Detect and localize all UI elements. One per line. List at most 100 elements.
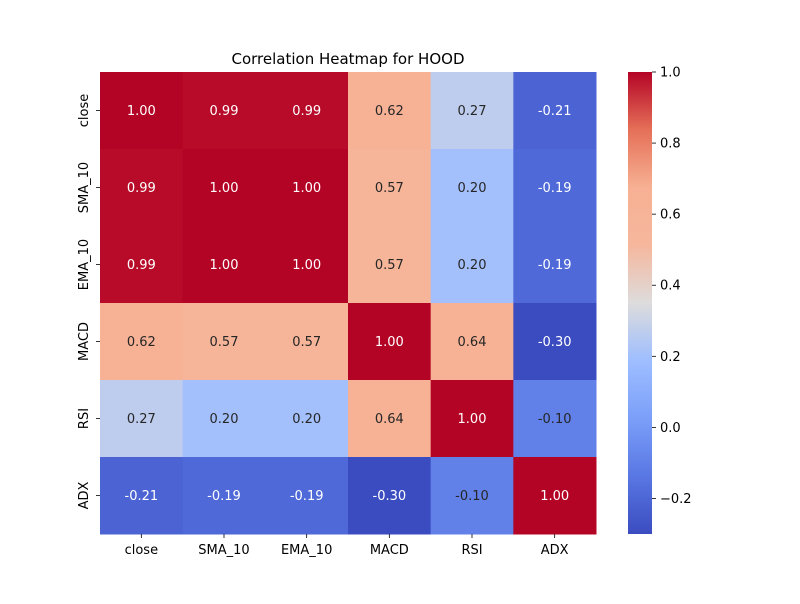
cell-annotation-1-4: 0.20 — [458, 181, 487, 196]
colorbar-tick-label-3: 0.4 — [660, 279, 681, 294]
heatmap-cell-2-4 — [430, 226, 514, 304]
heatmap-cell-0-3 — [348, 72, 432, 150]
y-tick-label-5: ADX — [77, 482, 92, 510]
heatmap-cell-1-2 — [265, 149, 349, 227]
y-tick-label-1: SMA_10 — [77, 162, 92, 213]
colorbar-tick-label-1: 0.0 — [660, 421, 681, 436]
cell-annotation-0-0: 1.00 — [127, 104, 156, 119]
heatmap-cell-1-5 — [513, 149, 597, 227]
cell-annotation-5-4: -0.10 — [455, 489, 489, 504]
cell-annotation-0-1: 0.99 — [210, 104, 239, 119]
heatmap-cell-3-4 — [430, 303, 514, 381]
cell-annotation-1-5: -0.19 — [538, 181, 572, 196]
cell-annotation-2-3: 0.57 — [375, 258, 404, 273]
y-tick-label-2: EMA_10 — [77, 239, 92, 290]
colorbar-ticks: −0.2 0.0 0.2 0.4 0.6 0.8 1.0 — [652, 66, 692, 507]
cell-annotations: 1.00 0.99 0.99 0.62 0.27 -0.21 0.99 1.00 1.00 0.5… — [125, 104, 572, 504]
x-tick-label-5: ADX — [541, 543, 569, 558]
heatmap-cell-1-0 — [100, 149, 184, 227]
heatmap-cell-1-1 — [182, 149, 266, 227]
cell-annotation-5-2: -0.19 — [290, 489, 324, 504]
heatmap-cell-0-5 — [513, 72, 597, 150]
heatmap-cell-3-3 — [348, 303, 432, 381]
cell-annotation-4-0: 0.27 — [127, 412, 156, 427]
cell-annotation-3-5: -0.30 — [538, 335, 572, 350]
heatmap-cell-2-0 — [100, 226, 184, 304]
heatmap-cell-5-0 — [100, 457, 184, 535]
cell-annotation-5-3: -0.30 — [373, 489, 407, 504]
cell-annotation-1-1: 1.00 — [210, 181, 239, 196]
colorbar-tick-label-0: −0.2 — [660, 492, 692, 507]
heatmap-cell-0-1 — [182, 72, 266, 150]
heatmap-cell-5-2 — [265, 457, 349, 535]
heatmap-cell-5-3 — [348, 457, 432, 535]
heatmap-cell-3-5 — [513, 303, 597, 381]
cell-annotation-1-3: 0.57 — [375, 181, 404, 196]
cell-annotation-2-4: 0.20 — [458, 258, 487, 273]
heatmap-cell-4-1 — [182, 380, 266, 458]
y-tick-label-4: RSI — [77, 408, 92, 429]
colorbar-tick-label-5: 0.8 — [660, 137, 681, 152]
cell-annotation-0-4: 0.27 — [458, 104, 487, 119]
cell-annotation-1-0: 0.99 — [127, 181, 156, 196]
x-tick-label-3: MACD — [370, 543, 409, 558]
cell-annotation-4-5: -0.10 — [538, 412, 572, 427]
cell-annotation-1-2: 1.00 — [292, 181, 321, 196]
heatmap-cell-0-4 — [430, 72, 514, 150]
x-axis: close SMA_10 EMA_10 MACD RSI ADX — [125, 534, 569, 558]
colorbar-tick-label-2: 0.2 — [660, 350, 681, 365]
cell-annotation-0-5: -0.21 — [538, 104, 572, 119]
heatmap-cell-4-5 — [513, 380, 597, 458]
cell-annotation-3-4: 0.64 — [458, 335, 487, 350]
cell-annotation-4-2: 0.20 — [292, 412, 321, 427]
colorbar — [628, 72, 652, 534]
heatmap-cell-2-2 — [265, 226, 349, 304]
cell-annotation-5-1: -0.19 — [207, 489, 241, 504]
heatmap-cell-4-4 — [430, 380, 514, 458]
cell-annotation-3-2: 0.57 — [292, 335, 321, 350]
x-tick-label-0: close — [125, 543, 158, 558]
cell-annotation-4-4: 1.00 — [458, 412, 487, 427]
y-tick-label-3: MACD — [77, 322, 92, 361]
cell-annotation-3-0: 0.62 — [127, 335, 156, 350]
x-tick-label-2: EMA_10 — [281, 543, 332, 558]
heatmap-cell-3-2 — [265, 303, 349, 381]
heatmap-cell-3-0 — [100, 303, 184, 381]
cell-annotation-4-3: 0.64 — [375, 412, 404, 427]
cell-annotation-5-0: -0.21 — [125, 489, 159, 504]
heatmap-cell-3-1 — [182, 303, 266, 381]
heatmap-cell-0-0 — [100, 72, 184, 150]
heatmap-cell-1-3 — [348, 149, 432, 227]
heatmap-cell-4-2 — [265, 380, 349, 458]
colorbar-tick-label-4: 0.6 — [660, 208, 681, 223]
heatmap-cell-2-5 — [513, 226, 597, 304]
heatmap-cell-0-2 — [265, 72, 349, 150]
cell-annotation-4-1: 0.20 — [210, 412, 239, 427]
heatmap-cells — [100, 72, 597, 535]
x-tick-label-4: RSI — [461, 543, 482, 558]
cell-annotation-0-2: 0.99 — [292, 104, 321, 119]
cell-annotation-0-3: 0.62 — [375, 104, 404, 119]
heatmap-cell-5-4 — [430, 457, 514, 535]
heatmap-cell-2-3 — [348, 226, 432, 304]
heatmap-cell-4-0 — [100, 380, 184, 458]
chart-title: Correlation Heatmap for HOOD — [232, 50, 465, 68]
y-tick-label-0: close — [77, 94, 92, 127]
cell-annotation-2-5: -0.19 — [538, 258, 572, 273]
x-tick-label-1: SMA_10 — [198, 543, 249, 558]
cell-annotation-2-1: 1.00 — [210, 258, 239, 273]
cell-annotation-3-3: 1.00 — [375, 335, 404, 350]
y-axis: close SMA_10 EMA_10 MACD RSI ADX — [77, 94, 100, 510]
cell-annotation-2-2: 1.00 — [292, 258, 321, 273]
colorbar-tick-label-6: 1.0 — [660, 66, 681, 81]
cell-annotation-2-0: 0.99 — [127, 258, 156, 273]
heatmap-cell-4-3 — [348, 380, 432, 458]
colorbar-gradient — [628, 72, 652, 534]
cell-annotation-5-5: 1.00 — [540, 489, 569, 504]
heatmap-cell-5-1 — [182, 457, 266, 535]
heatmap-cell-1-4 — [430, 149, 514, 227]
cell-annotation-3-1: 0.57 — [210, 335, 239, 350]
heatmap-cell-5-5 — [513, 457, 597, 535]
